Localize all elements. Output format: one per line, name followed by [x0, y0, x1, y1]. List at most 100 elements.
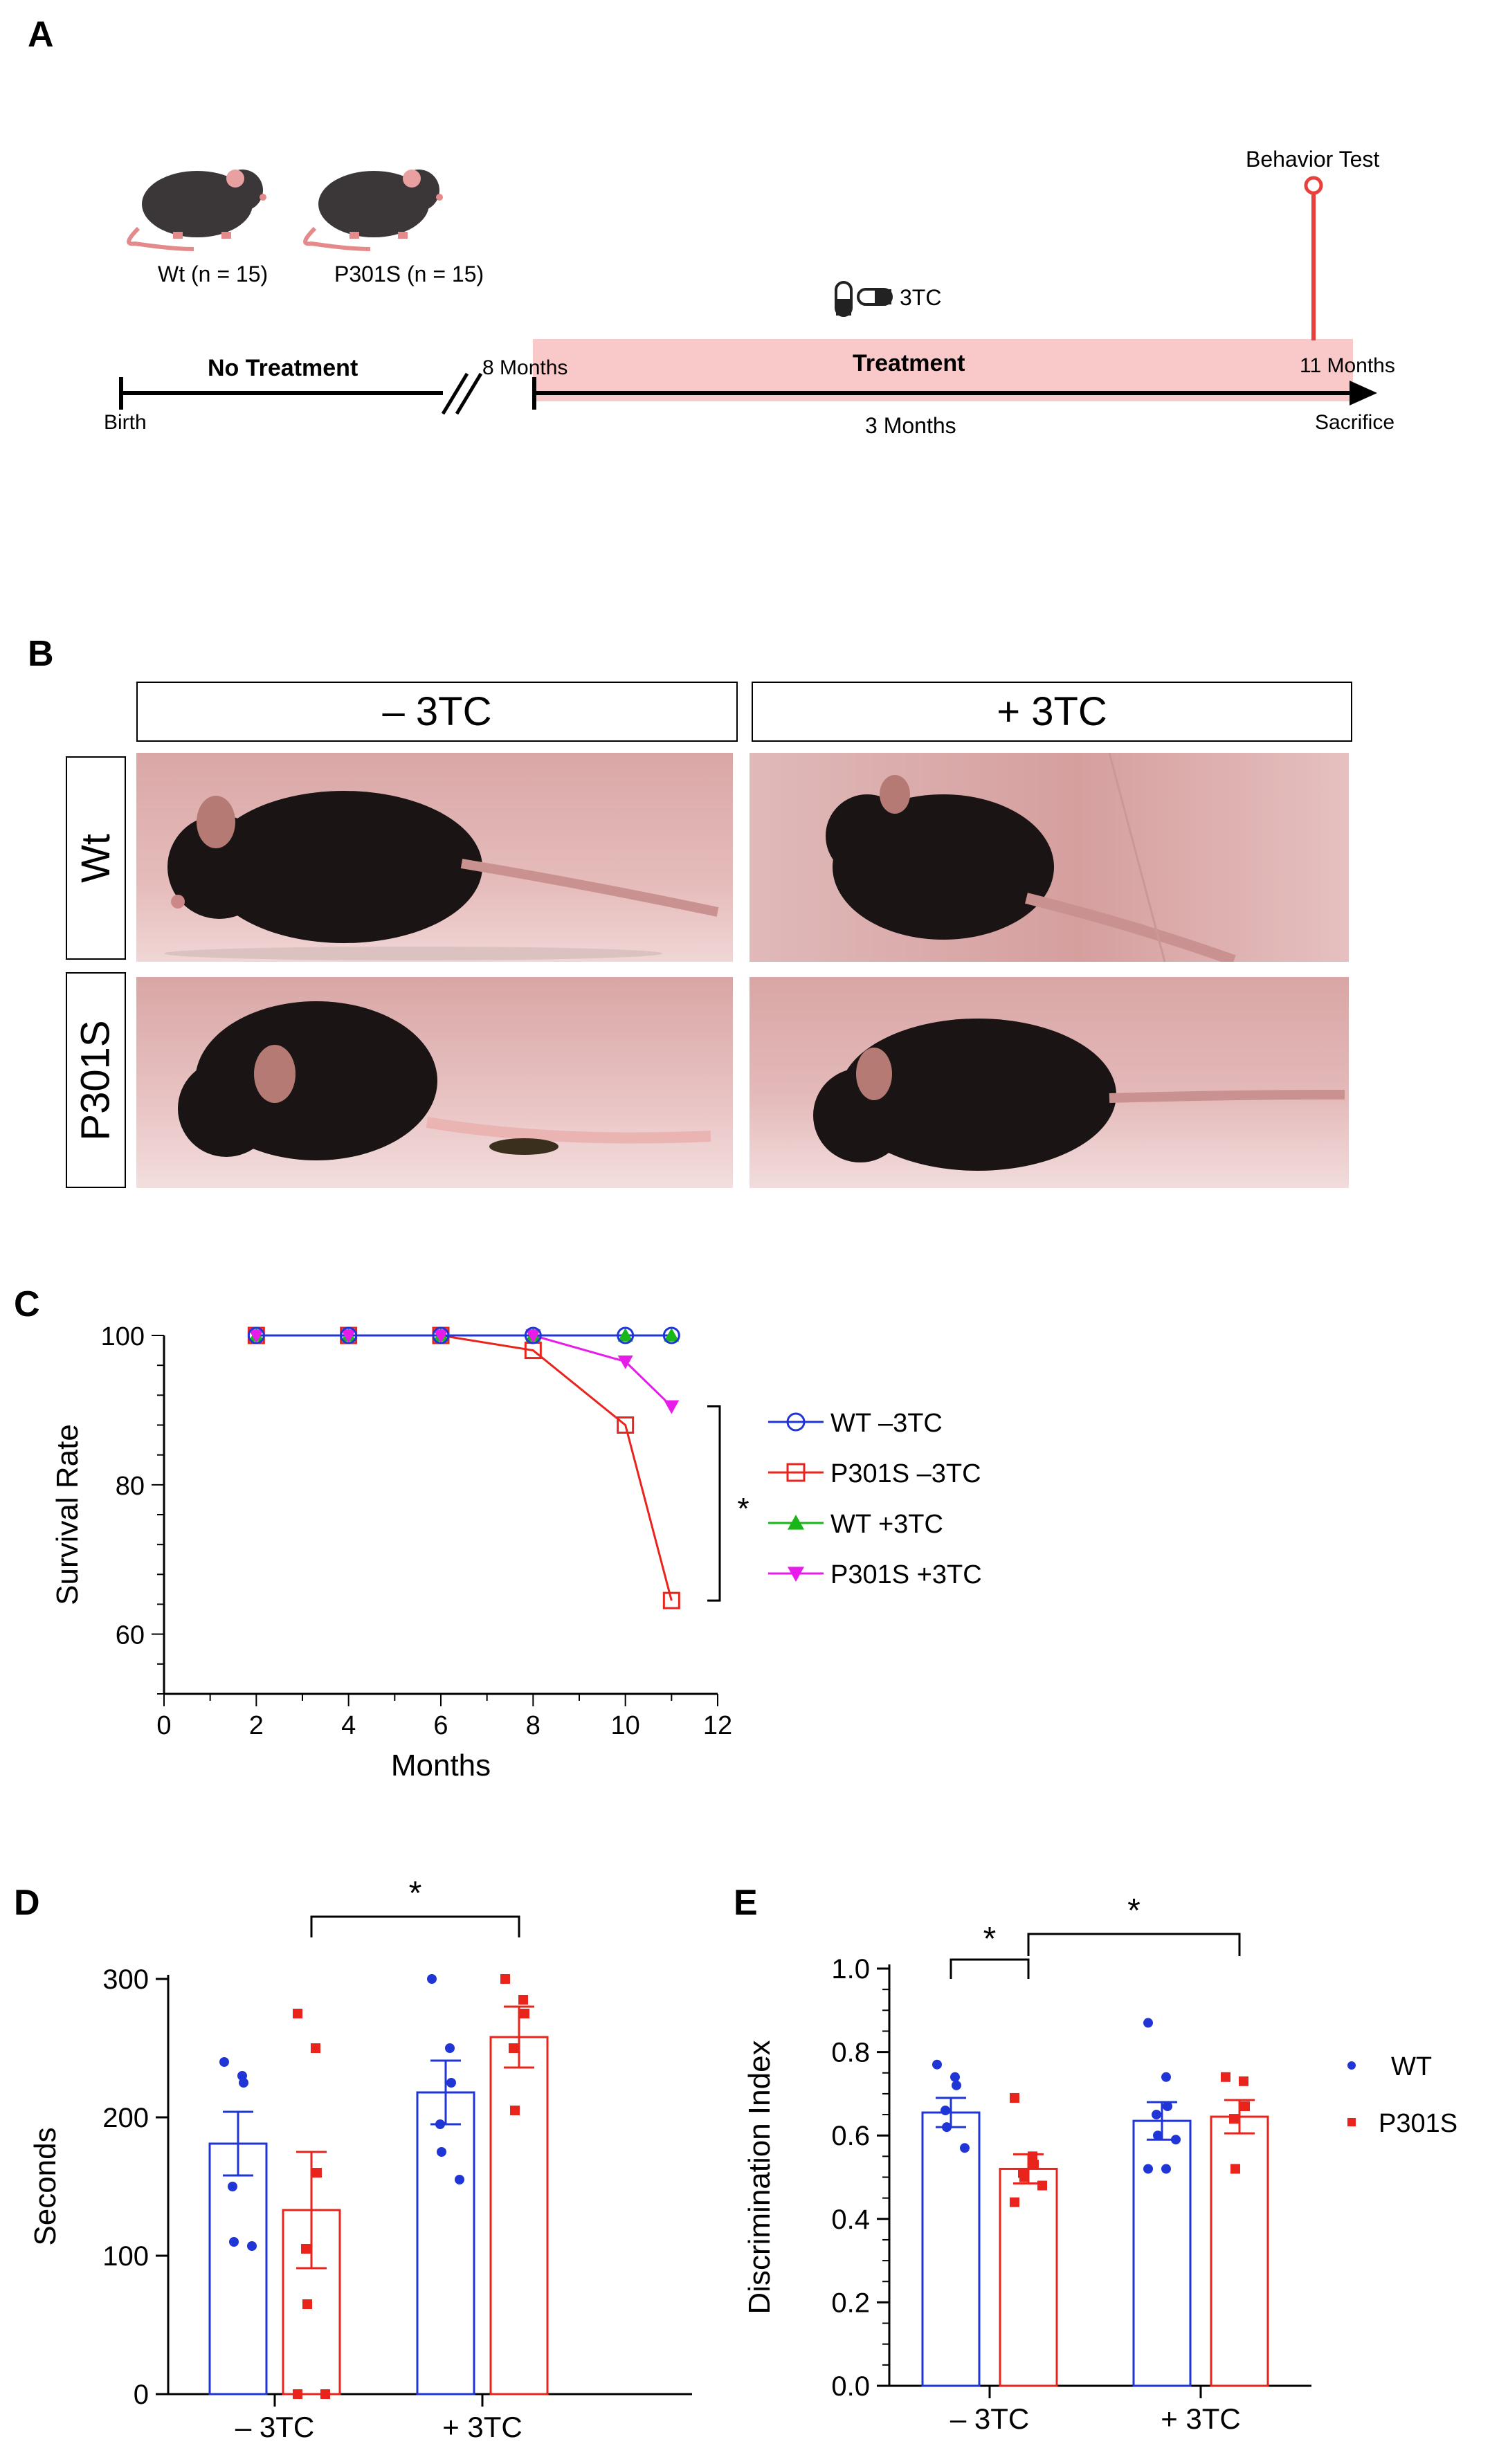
x-tick-label: 2: [249, 1711, 264, 1740]
data-point: [1143, 2018, 1153, 2028]
row-header-wt: Wt: [66, 756, 126, 960]
data-point: [432, 1326, 450, 1344]
row-header-wt-text: Wt: [73, 833, 118, 883]
x-tick-label: 8: [526, 1711, 540, 1740]
data-point: [1029, 2160, 1039, 2170]
data-point: [445, 2043, 455, 2053]
y-tick-label: 300: [102, 1964, 149, 1995]
timeline-break-mark: [455, 372, 483, 415]
x-tick-label: + 3TC: [442, 2411, 523, 2443]
y-tick-label: 0.4: [831, 2205, 870, 2235]
bar-WT: [921, 2111, 981, 2387]
data-point: [664, 1328, 680, 1342]
mouse-photo-graphic: [826, 753, 1236, 962]
data-point: [433, 1329, 448, 1343]
data-point: [1143, 2164, 1153, 2174]
data-point: [1163, 2101, 1172, 2111]
data-point: [248, 1329, 264, 1343]
x-tick-label: 6: [433, 1711, 448, 1740]
data-point: [525, 1329, 541, 1343]
data-point: [312, 2168, 322, 2178]
data-point: [219, 2057, 229, 2067]
data-point: [435, 2119, 445, 2129]
mouse-photo-graphic: [178, 1001, 711, 1160]
treatment-label: Treatment: [853, 350, 965, 376]
panel-label-c: C: [14, 1284, 40, 1324]
bar-WT: [1132, 2119, 1192, 2387]
data-point: [617, 1328, 633, 1342]
data-point: [340, 1328, 356, 1342]
mouse-photo-graphic: [164, 791, 719, 960]
mouse-icon-p301s: [303, 170, 443, 251]
data-point: [247, 1326, 265, 1344]
data-point: [524, 1326, 542, 1344]
row-header-p301s: P301S: [66, 972, 126, 1188]
data-point: [1161, 2164, 1171, 2174]
behavior-test-marker: [1304, 176, 1323, 195]
series-line-P301S-+3TC: [256, 1334, 673, 1407]
legend-label: WT +3TC: [830, 1510, 943, 1539]
data-point: [1037, 2180, 1047, 2191]
mouse-photo-graphic: [813, 1019, 1345, 1171]
panel-label-a: A: [28, 15, 54, 55]
x-tick-label: 12: [703, 1711, 732, 1740]
bar-WT: [416, 2091, 475, 2395]
data-point: [293, 2009, 302, 2018]
legend-marker: [788, 1515, 804, 1530]
x-tick-label: + 3TC: [1161, 2402, 1241, 2435]
data-point: [1153, 2130, 1163, 2141]
data-point: [662, 1591, 680, 1609]
column-header-plus-3tc: + 3TC: [752, 682, 1352, 742]
series-line-P301S-–3TC: [256, 1334, 673, 1601]
data-point: [1230, 2164, 1240, 2174]
significance-star: *: [1127, 1892, 1141, 1929]
data-point: [1161, 2072, 1171, 2082]
column-header-minus-3tc: – 3TC: [136, 682, 738, 742]
data-point: [239, 2078, 248, 2088]
y-axis-label: Survival Rate: [51, 1424, 84, 1605]
x-tick-label: – 3TC: [950, 2402, 1029, 2435]
data-point: [662, 1326, 680, 1344]
mouse-label-wt: Wt (n = 15): [158, 262, 269, 286]
y-axis-label: Seconds: [28, 2127, 62, 2245]
data-point: [664, 1400, 680, 1414]
x-tick-label: 10: [611, 1711, 640, 1740]
y-tick-label: 60: [116, 1621, 145, 1650]
data-point: [340, 1329, 356, 1343]
legend-marker: [1347, 2061, 1356, 2070]
legend-marker: [786, 1412, 806, 1432]
significance-bracket: [310, 1915, 520, 1937]
photo-p301s-minus-3tc: [136, 977, 733, 1188]
no-treatment-label: No Treatment: [208, 355, 358, 381]
significance-star: *: [983, 1921, 997, 1957]
mouse-icon-wt: [127, 170, 266, 251]
panel-label-b: B: [28, 634, 54, 674]
data-point: [320, 2389, 330, 2399]
data-point: [617, 1416, 635, 1434]
data-point: [960, 2143, 970, 2153]
data-point: [1028, 2151, 1037, 2162]
data-point: [520, 2009, 529, 2018]
timeline-graphic: [119, 170, 1377, 415]
bar-WT: [208, 2142, 268, 2395]
y-tick-label: 80: [116, 1472, 145, 1501]
bar-P301S: [999, 2167, 1058, 2387]
data-point: [432, 1326, 450, 1344]
data-point: [293, 2389, 302, 2399]
legend-marker: [786, 1463, 806, 1482]
data-point: [950, 2072, 960, 2082]
timeline-break-mark: [441, 372, 469, 415]
data-point: [437, 2147, 446, 2157]
data-point: [340, 1326, 358, 1344]
significance-bracket: [707, 1405, 721, 1602]
data-point: [446, 2078, 456, 2088]
birth-label: Birth: [104, 411, 147, 434]
row-header-p301s-text: P301S: [73, 1019, 118, 1141]
data-point: [1152, 2110, 1161, 2120]
y-tick-label: 0.2: [831, 2288, 870, 2318]
data-point: [1018, 2168, 1028, 2178]
data-point: [1240, 2101, 1250, 2111]
y-tick-label: 1.0: [831, 1954, 870, 1984]
data-point: [1010, 2092, 1019, 2103]
data-point: [525, 1328, 541, 1342]
